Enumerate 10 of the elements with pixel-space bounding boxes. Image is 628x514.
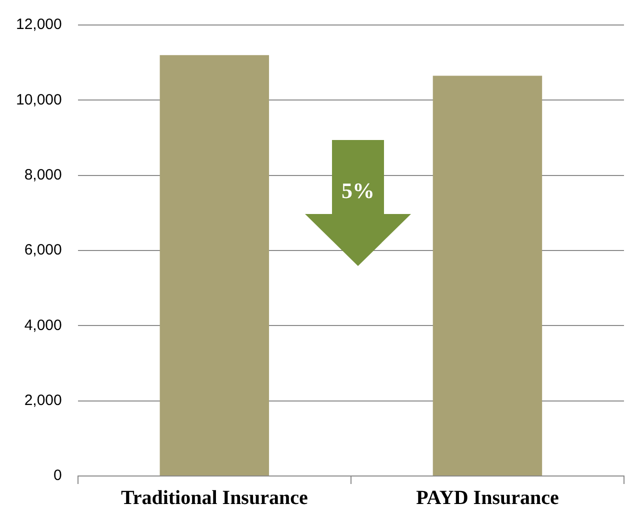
y-tick-label: 10,000 — [16, 91, 62, 108]
y-tick-label: 6,000 — [24, 242, 62, 259]
y-tick-label: 4,000 — [24, 316, 62, 334]
annotation: 5% — [340, 178, 376, 204]
y-tick-label: 0 — [54, 467, 62, 484]
y-tick-label: 12,000 — [16, 16, 62, 34]
x-tick-label: PAYD Insurance — [416, 487, 559, 510]
y-tick-label: 2,000 — [24, 392, 62, 409]
x-tick-label: Traditional Insurance — [120, 487, 308, 510]
y-tick-label: 8,000 — [24, 166, 62, 184]
